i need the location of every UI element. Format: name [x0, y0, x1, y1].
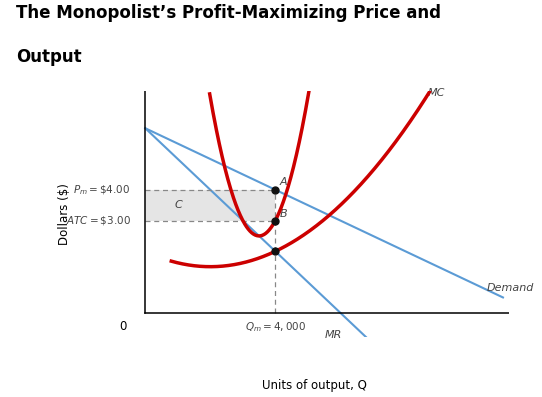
Text: Units of output, Q: Units of output, Q — [262, 379, 367, 392]
Text: 0: 0 — [119, 320, 126, 333]
Text: Dollars ($): Dollars ($) — [58, 183, 71, 245]
Text: $Q_m = 4,000$: $Q_m = 4,000$ — [244, 320, 306, 334]
Bar — [145, 190, 275, 221]
Text: Output: Output — [16, 48, 82, 66]
Text: MC: MC — [428, 88, 446, 98]
Text: Demand: Demand — [487, 283, 534, 293]
Text: The Monopolist’s Profit-Maximizing Price and: The Monopolist’s Profit-Maximizing Price… — [16, 4, 441, 22]
Text: C: C — [175, 200, 182, 210]
Text: MR: MR — [325, 330, 343, 340]
Text: B: B — [279, 209, 287, 219]
Text: $P_m = \$4.00$: $P_m = \$4.00$ — [73, 183, 131, 197]
Text: $ATC = \$3.00$: $ATC = \$3.00$ — [66, 214, 131, 227]
Text: A: A — [279, 177, 287, 187]
